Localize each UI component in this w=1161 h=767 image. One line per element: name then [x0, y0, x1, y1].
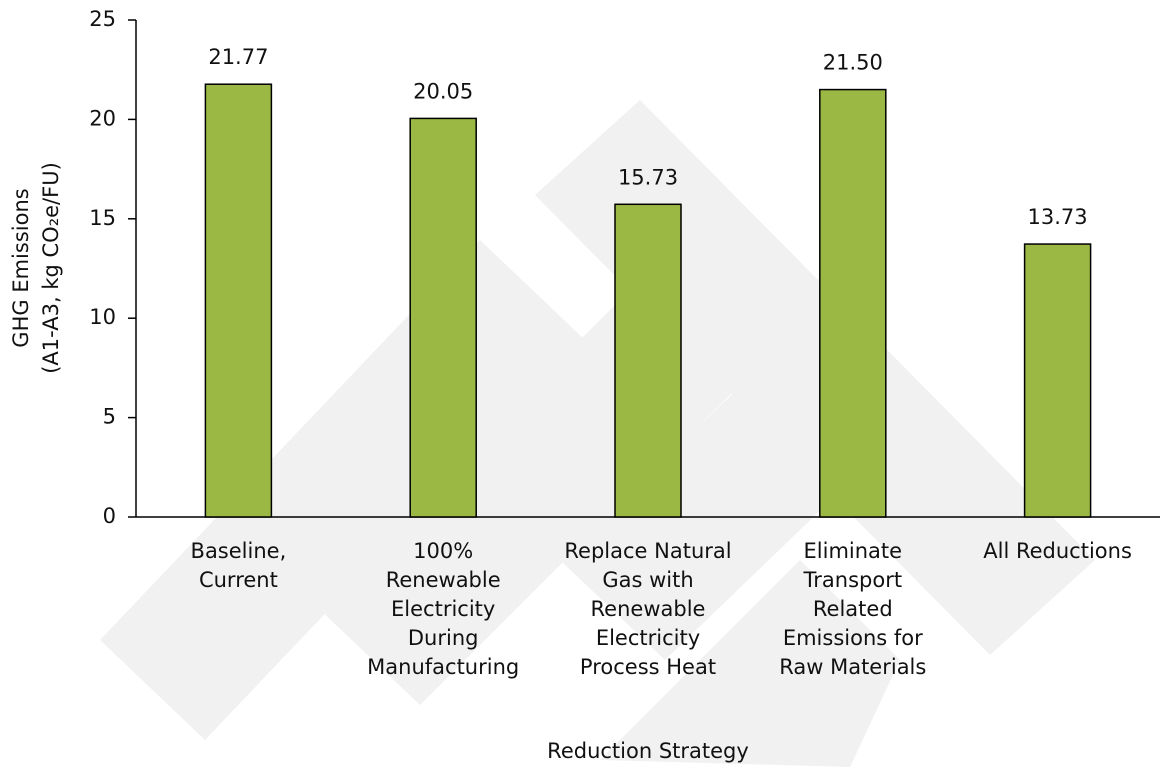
y-tick-label: 0 [103, 504, 116, 528]
y-tick-label: 10 [89, 305, 116, 329]
y-tick-label: 20 [89, 106, 116, 130]
x-tick-label: Eliminate Transport Related Emissions for Ra… [779, 539, 926, 679]
y-axis-label: (A1-A3, kg CO₂e/FU) [39, 162, 63, 374]
y-tick-label: 5 [103, 405, 116, 429]
data-label: 15.73 [618, 165, 678, 189]
x-axis-label: Reduction Strategy [547, 739, 749, 763]
data-label: 13.73 [1028, 205, 1088, 229]
x-tick-label: All Reductions [983, 539, 1132, 563]
y-tick-label: 25 [89, 7, 116, 31]
data-label: 21.50 [823, 51, 883, 75]
bar [819, 88, 887, 518]
x-tick-label: 100% Renewable Electricity During Manufactur… [367, 539, 519, 679]
y-axis-label: GHG Emissions [9, 188, 33, 347]
data-label: 21.77 [208, 45, 268, 69]
bar [409, 117, 477, 518]
data-label: 20.05 [413, 79, 473, 103]
bar [614, 203, 682, 518]
bar [1023, 243, 1092, 518]
x-tick-label: Replace Natural Gas with Renewable Electric… [564, 539, 731, 679]
bar [204, 83, 273, 518]
x-tick-label: Baseline, Current [191, 539, 287, 592]
y-tick-label: 15 [89, 206, 116, 230]
